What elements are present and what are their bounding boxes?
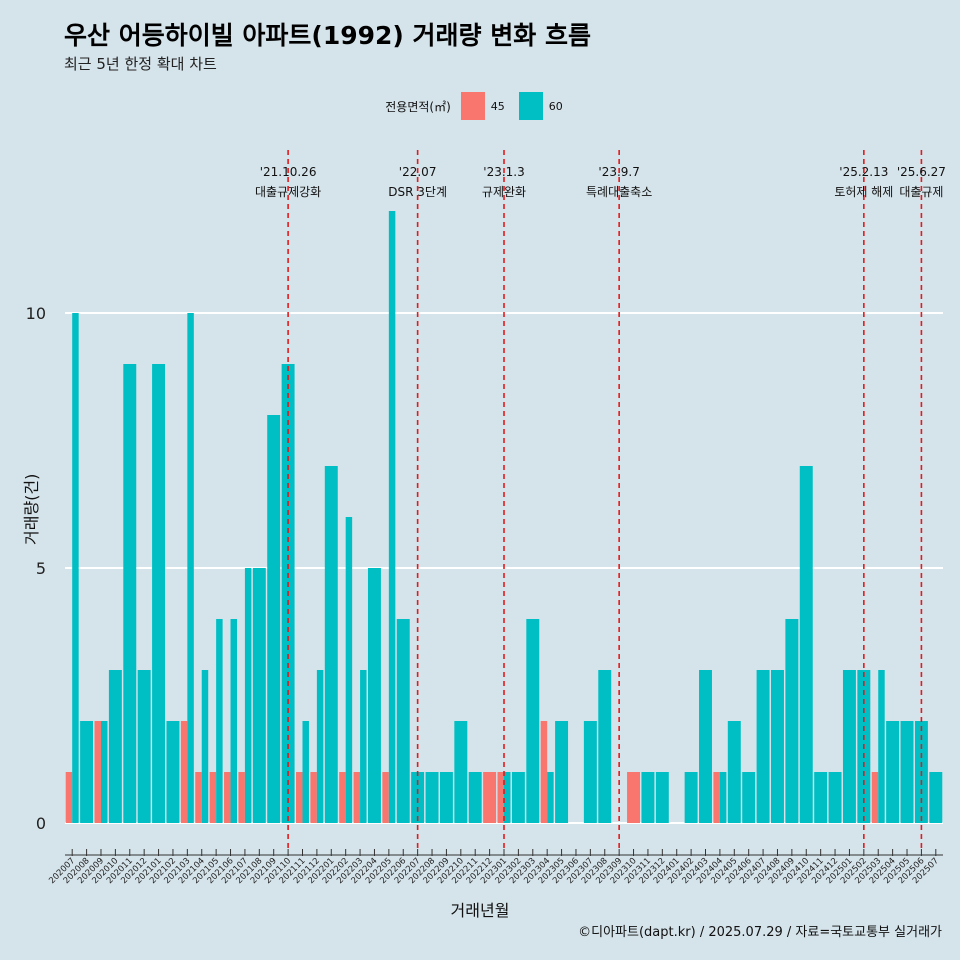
event-label: DSR 3단계 <box>388 185 447 199</box>
bar-60 <box>80 721 94 823</box>
bar-60 <box>425 772 439 823</box>
bar-60 <box>785 619 799 823</box>
bar-45 <box>180 721 188 823</box>
bar-45 <box>195 772 202 823</box>
bar-45 <box>65 772 73 823</box>
bar-60 <box>555 721 569 823</box>
event-label: 대출규제 <box>899 185 943 199</box>
bar-45 <box>713 772 720 823</box>
bar-60 <box>598 670 612 823</box>
bar-60 <box>641 772 655 823</box>
bar-45 <box>627 772 641 823</box>
bar-60 <box>72 313 79 823</box>
chart-subtitle: 최근 5년 한정 확대 차트 <box>64 55 217 73</box>
bar-60 <box>324 466 338 823</box>
bar-60 <box>316 670 324 823</box>
bar-60 <box>201 670 209 823</box>
legend: 전용면적(㎡) 45 60 <box>0 92 960 120</box>
legend-title: 전용면적(㎡) <box>385 99 451 114</box>
bar-60 <box>100 721 108 823</box>
bar-60 <box>267 415 281 823</box>
x-axis-label: 거래년월 <box>450 901 510 920</box>
bar-60 <box>828 772 842 823</box>
bar-45 <box>310 772 317 823</box>
bar-60 <box>360 670 367 823</box>
bar-60 <box>137 670 151 823</box>
bar-60 <box>302 721 309 823</box>
y-tick-label: 10 <box>26 304 46 323</box>
bar-45 <box>382 772 389 823</box>
legend-label-45: 45 <box>490 99 505 113</box>
bar-60 <box>123 364 137 823</box>
bar-60 <box>216 619 223 823</box>
bar-60 <box>583 721 597 823</box>
bar-45 <box>339 772 346 823</box>
bar-45 <box>296 772 303 823</box>
event-date: '22.07 <box>399 165 437 179</box>
event-label: 대출규제강화 <box>255 185 321 199</box>
y-axis-label: 거래량(건) <box>22 473 41 545</box>
bar-60 <box>388 211 396 823</box>
bar-60 <box>742 772 756 823</box>
bar-45 <box>224 772 231 823</box>
bar-60 <box>468 772 482 823</box>
bar-60 <box>770 670 784 823</box>
bar-60 <box>108 670 122 823</box>
bar-60 <box>799 466 813 823</box>
legend-swatch-60 <box>518 92 543 120</box>
bar-60 <box>526 619 540 823</box>
bar-45 <box>209 772 217 823</box>
event-label: 토허제 해제 <box>834 185 893 199</box>
bar-60 <box>511 772 525 823</box>
bar-45 <box>871 772 879 823</box>
bar-60 <box>547 772 554 823</box>
bar-45 <box>238 772 245 823</box>
bar-60 <box>886 721 900 823</box>
bar-45 <box>497 772 504 823</box>
chart-title: 우산 어등하이빌 아파트(1992) 거래량 변화 흐름 <box>64 21 591 50</box>
bar-60 <box>187 313 194 823</box>
bar-60 <box>244 568 252 823</box>
bar-60 <box>727 721 741 823</box>
bar-60 <box>252 568 266 823</box>
bar-60 <box>367 568 381 823</box>
legend-swatch-45 <box>460 92 485 120</box>
bar-60 <box>166 721 180 823</box>
bar-60 <box>454 721 468 823</box>
bar-60 <box>230 619 238 823</box>
event-date: '23.1.3 <box>483 165 524 179</box>
bar-60 <box>152 364 166 823</box>
bar-45 <box>94 721 101 823</box>
bar-45 <box>483 772 497 823</box>
event-date: '25.6.27 <box>897 165 946 179</box>
bar-45 <box>353 772 361 823</box>
event-date: '23.9.7 <box>598 165 639 179</box>
bar-60 <box>439 772 453 823</box>
bar-60 <box>756 670 770 823</box>
event-date: '25.2.13 <box>839 165 888 179</box>
bar-60 <box>878 670 885 823</box>
event-label: 특례대출축소 <box>586 185 652 199</box>
bar-60 <box>929 772 943 823</box>
event-date: '21.10.26 <box>260 165 317 179</box>
legend-label-60: 60 <box>548 99 563 113</box>
bar-60 <box>900 721 914 823</box>
bar-60 <box>655 772 669 823</box>
bar-45 <box>540 721 548 823</box>
bar-60 <box>396 619 410 823</box>
bar-60 <box>814 772 828 823</box>
y-tick-label: 5 <box>36 559 46 578</box>
event-label: 규제완화 <box>482 185 526 199</box>
source-caption: ©디아파트(dapt.kr) / 2025.07.29 / 자료=국토교통부 실… <box>578 925 942 940</box>
bar-60 <box>719 772 727 823</box>
bar-60 <box>345 517 353 823</box>
bar-60 <box>842 670 856 823</box>
bar-60 <box>699 670 712 823</box>
bar-60 <box>684 772 698 823</box>
bar-60 <box>504 772 511 823</box>
y-tick-label: 0 <box>36 814 46 833</box>
bar-60 <box>411 772 425 823</box>
